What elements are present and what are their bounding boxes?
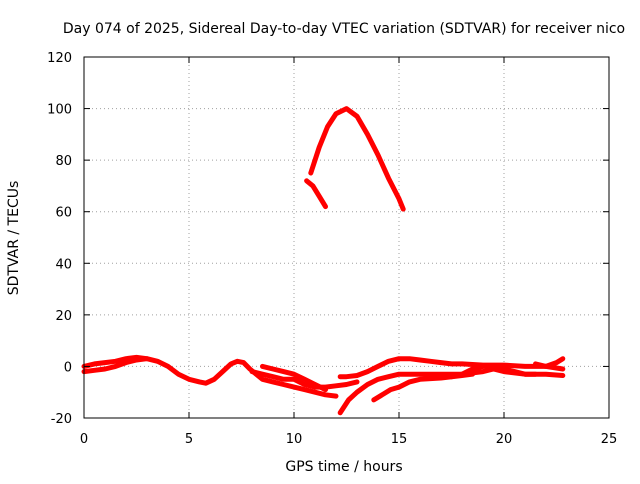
y-tick-label: 40	[55, 257, 72, 272]
x-tick-label: 20	[496, 432, 513, 447]
series-line-satellite-track-6	[308, 106, 406, 212]
series-line-satellite-track-3	[260, 363, 328, 393]
y-tick-label: 20	[55, 309, 72, 324]
y-tick-label: -20	[51, 412, 72, 427]
series-line-satellite-track-1	[81, 354, 339, 399]
y-tick-label: 100	[47, 103, 72, 118]
series-line-satellite-track-11	[533, 356, 566, 369]
plot-frame	[83, 56, 610, 419]
x-tick-label: 10	[286, 432, 303, 447]
chart-title: Day 074 of 2025, Sidereal Day-to-day VTE…	[63, 21, 625, 37]
x-tick-label: 5	[185, 432, 193, 447]
series-line-satellite-track-10	[449, 363, 538, 380]
series-layer	[81, 106, 566, 416]
series-line-satellite-track-7	[337, 356, 566, 380]
series-line-satellite-track-4	[249, 369, 360, 390]
series-line-satellite-track-2	[81, 356, 150, 375]
y-tick-label: 0	[64, 360, 72, 375]
x-tick-label: 25	[601, 432, 618, 447]
ticks-layer: 0 5 10 15 20 25 -20 0 20 40 60 80 100 120	[47, 51, 617, 447]
grid-layer	[84, 57, 609, 418]
x-tick-label: 0	[80, 432, 88, 447]
y-tick-label: 60	[55, 206, 72, 221]
y-tick-label: 80	[55, 154, 72, 169]
x-axis-label: GPS time / hours	[285, 459, 402, 475]
y-axis-label: SDTVAR / TECUs	[6, 181, 22, 296]
y-tick-label: 120	[47, 51, 72, 66]
series-line-satellite-track-5	[304, 178, 328, 210]
x-tick-label: 15	[391, 432, 408, 447]
